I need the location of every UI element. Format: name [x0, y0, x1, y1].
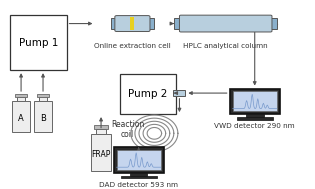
FancyBboxPatch shape [114, 147, 164, 173]
FancyBboxPatch shape [15, 94, 27, 97]
FancyBboxPatch shape [37, 94, 49, 97]
FancyBboxPatch shape [130, 173, 147, 176]
Text: A: A [18, 114, 24, 123]
FancyBboxPatch shape [237, 117, 273, 120]
FancyBboxPatch shape [120, 74, 176, 114]
Text: B: B [40, 114, 46, 123]
FancyBboxPatch shape [130, 17, 135, 30]
FancyBboxPatch shape [96, 129, 106, 134]
FancyBboxPatch shape [111, 18, 117, 29]
FancyBboxPatch shape [246, 114, 264, 117]
FancyBboxPatch shape [91, 134, 111, 171]
FancyBboxPatch shape [174, 18, 181, 29]
FancyBboxPatch shape [34, 101, 52, 132]
Text: Pump 2: Pump 2 [129, 89, 168, 99]
Text: FRAP: FRAP [91, 150, 111, 159]
FancyBboxPatch shape [270, 18, 277, 29]
FancyBboxPatch shape [115, 16, 150, 32]
FancyBboxPatch shape [17, 97, 26, 101]
FancyBboxPatch shape [10, 15, 66, 70]
FancyBboxPatch shape [13, 101, 30, 132]
FancyBboxPatch shape [39, 97, 47, 101]
Text: DAD detector 593 nm: DAD detector 593 nm [99, 182, 178, 188]
FancyBboxPatch shape [121, 176, 157, 178]
FancyBboxPatch shape [148, 18, 154, 29]
FancyBboxPatch shape [230, 88, 280, 114]
Text: Reaction
coil: Reaction coil [111, 120, 144, 139]
FancyBboxPatch shape [94, 125, 108, 129]
Text: HPLC analytical column: HPLC analytical column [183, 43, 268, 49]
FancyBboxPatch shape [117, 150, 161, 170]
FancyBboxPatch shape [233, 91, 277, 111]
Text: VWD detector 290 nm: VWD detector 290 nm [215, 123, 295, 129]
FancyBboxPatch shape [174, 90, 186, 96]
Text: Online extraction cell: Online extraction cell [94, 43, 171, 49]
FancyBboxPatch shape [180, 15, 272, 32]
Text: Pump 1: Pump 1 [19, 38, 58, 48]
